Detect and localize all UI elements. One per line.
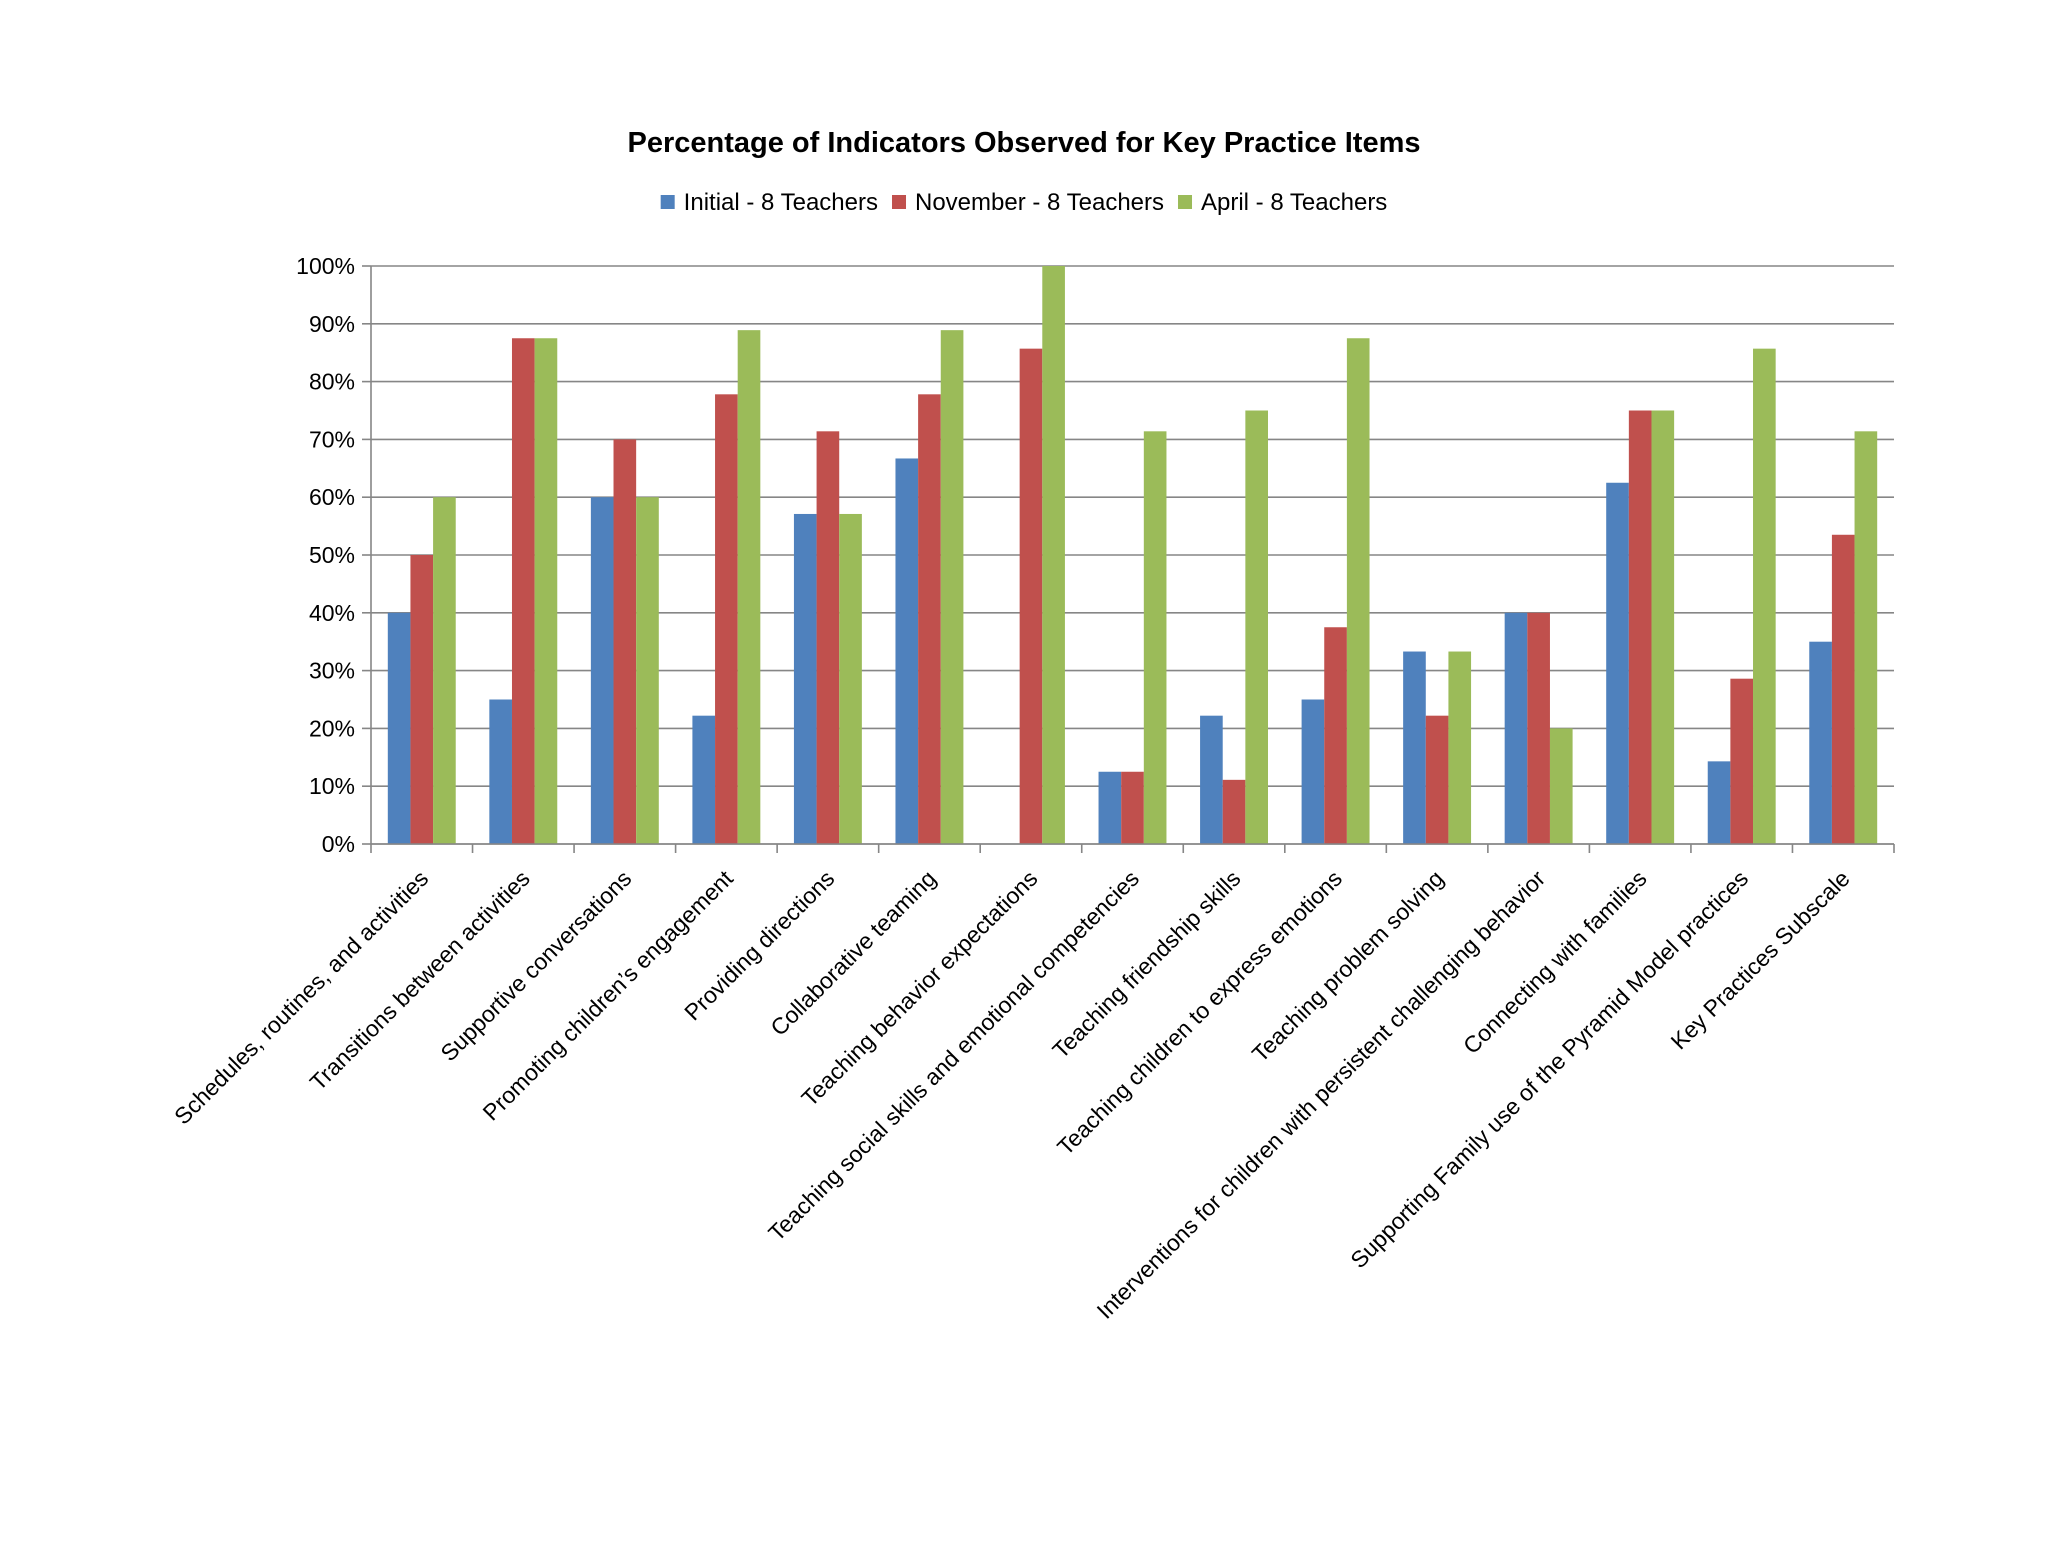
x-tick-label: Transitions between activities: [305, 865, 535, 1095]
bar: [1042, 266, 1065, 844]
bar: [534, 338, 558, 844]
y-tick-label: 70%: [309, 426, 355, 452]
bar: [1403, 651, 1426, 844]
bar: [737, 330, 761, 845]
y-tick-label: 100%: [296, 253, 355, 279]
bar: [636, 497, 659, 844]
bar: [715, 394, 738, 844]
bar: [1549, 728, 1573, 844]
x-tick-label: Teaching problem solving: [1247, 865, 1449, 1067]
bar: [1628, 410, 1652, 844]
bar: [489, 699, 512, 844]
bar: [1019, 348, 1043, 844]
y-tick-label: 40%: [309, 600, 355, 626]
bar: [1301, 699, 1325, 844]
chart-legend: Initial - 8 Teachers November - 8 Teacher…: [660, 189, 1387, 216]
y-axis: 0% 10% 20% 30% 40% 50% 60% 70% 80% 90% 100%: [296, 253, 372, 857]
bar: [410, 555, 434, 844]
x-tick-label: Supporting Family use of the Pyramid Mod…: [1345, 865, 1753, 1273]
bar: [839, 513, 862, 844]
bar: [1098, 771, 1122, 844]
chart-title: Percentage of Indicators Observed for Ke…: [628, 127, 1421, 159]
bar: [433, 497, 456, 844]
bar: [1831, 534, 1855, 844]
legend-label: Initial - 8 Teachers: [684, 189, 878, 216]
bar: [511, 338, 535, 844]
bar: [1121, 771, 1144, 844]
x-tick-label: Supportive conversations: [435, 865, 636, 1066]
bar: [816, 431, 840, 844]
x-tick-label: Teaching social skills and emotional com…: [763, 865, 1144, 1246]
bar: [1809, 641, 1832, 844]
y-tick-label: 0%: [322, 831, 355, 857]
x-tick-label: Key Practices Subscale: [1666, 865, 1855, 1054]
bar: [1504, 612, 1528, 844]
legend-swatch: [892, 195, 907, 209]
x-tick-label: Teaching friendship skills: [1047, 865, 1245, 1063]
y-tick-label: 50%: [309, 542, 355, 568]
bar: [1753, 348, 1776, 844]
bar: [387, 612, 411, 844]
bar: [918, 394, 941, 844]
bar: [1448, 651, 1472, 844]
legend-item: April - 8 Teachers: [1178, 189, 1387, 216]
y-tick-label: 30%: [309, 658, 355, 684]
legend-item: Initial - 8 Teachers: [660, 189, 878, 216]
bar: [1222, 779, 1246, 844]
legend-label: April - 8 Teachers: [1201, 189, 1387, 216]
y-tick-label: 20%: [309, 715, 355, 741]
bar: [1245, 410, 1268, 844]
legend-label: November - 8 Teachers: [915, 189, 1164, 216]
bar: [1651, 410, 1675, 844]
y-tick-label: 10%: [309, 773, 355, 799]
bar: [1346, 338, 1370, 844]
x-axis: Schedules, routines, and activitiesTrans…: [169, 843, 1895, 1324]
bar: [590, 497, 614, 844]
bar: [1324, 627, 1347, 844]
bar: [1200, 715, 1223, 844]
y-tick-label: 90%: [309, 311, 355, 337]
legend-swatch: [660, 195, 675, 209]
bar: [940, 330, 964, 845]
bar: [1707, 761, 1731, 844]
bar: [1143, 431, 1167, 844]
legend-item: November - 8 Teachers: [892, 189, 1164, 216]
y-tick-label: 80%: [309, 369, 355, 395]
bar: [1854, 431, 1878, 844]
bar: [613, 439, 637, 844]
bar: [793, 513, 817, 844]
x-tick-label: Connecting with families: [1458, 865, 1652, 1059]
bar: [895, 458, 919, 844]
bar: [1425, 715, 1449, 844]
bar: [1730, 678, 1754, 844]
x-tick-label: Collaborative teaming: [765, 865, 941, 1041]
bar: [1606, 482, 1629, 844]
legend-swatch: [1178, 195, 1193, 209]
bar: [1527, 612, 1550, 844]
bar: [692, 715, 716, 844]
bars: [387, 266, 1878, 845]
y-tick-label: 60%: [309, 484, 355, 510]
